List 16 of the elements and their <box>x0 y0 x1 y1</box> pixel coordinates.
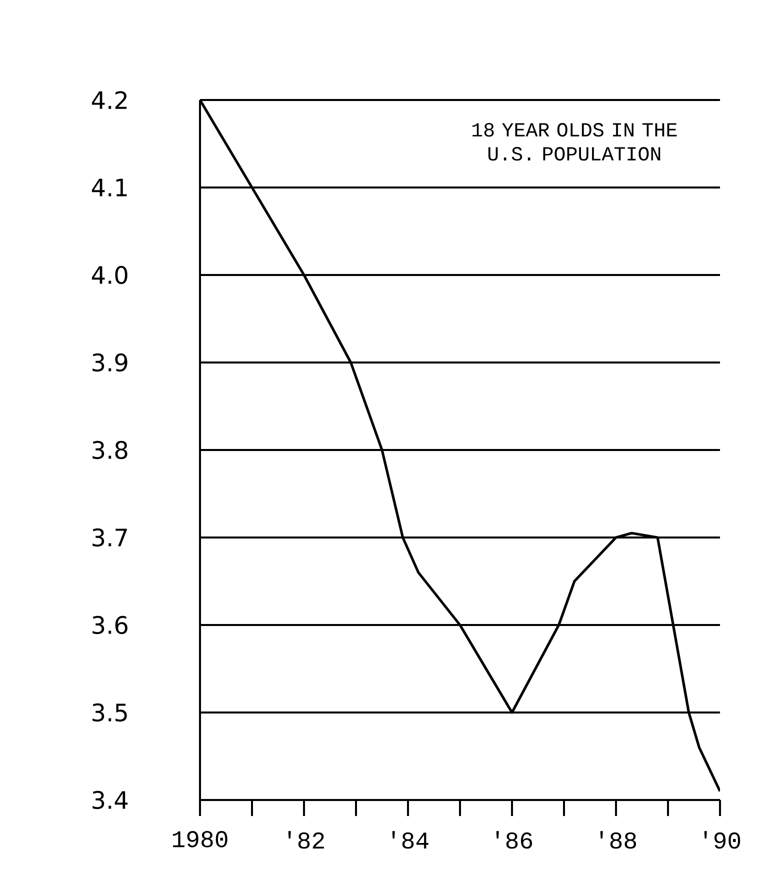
y-tick-label: 3.7 <box>92 528 127 547</box>
y-tick-label: 3.5 <box>92 703 127 722</box>
text: 18 YEAR OLDS IN THE U.S. POPULATION <box>472 123 677 161</box>
y-tick-label: 3.9 <box>92 353 128 372</box>
y-tick-label: 4.2 <box>92 91 127 109</box>
y-tick-label: 3.6 <box>92 616 128 634</box>
y-tick-label: 4.0 <box>92 266 128 284</box>
x-tick-label: 1980 <box>172 831 228 848</box>
y-tick-label: 3.4 <box>92 790 128 810</box>
x-tick-label: '88 <box>600 831 636 849</box>
y-tick-label: 3.8 <box>92 440 128 460</box>
x-tick-label: '90 <box>704 831 740 849</box>
x-tick-label: '86 <box>496 831 532 849</box>
y-tick-label: 4.1 <box>92 178 127 196</box>
x-tick-label: '84 <box>392 831 428 849</box>
x-tick-label: '82 <box>288 831 324 849</box>
